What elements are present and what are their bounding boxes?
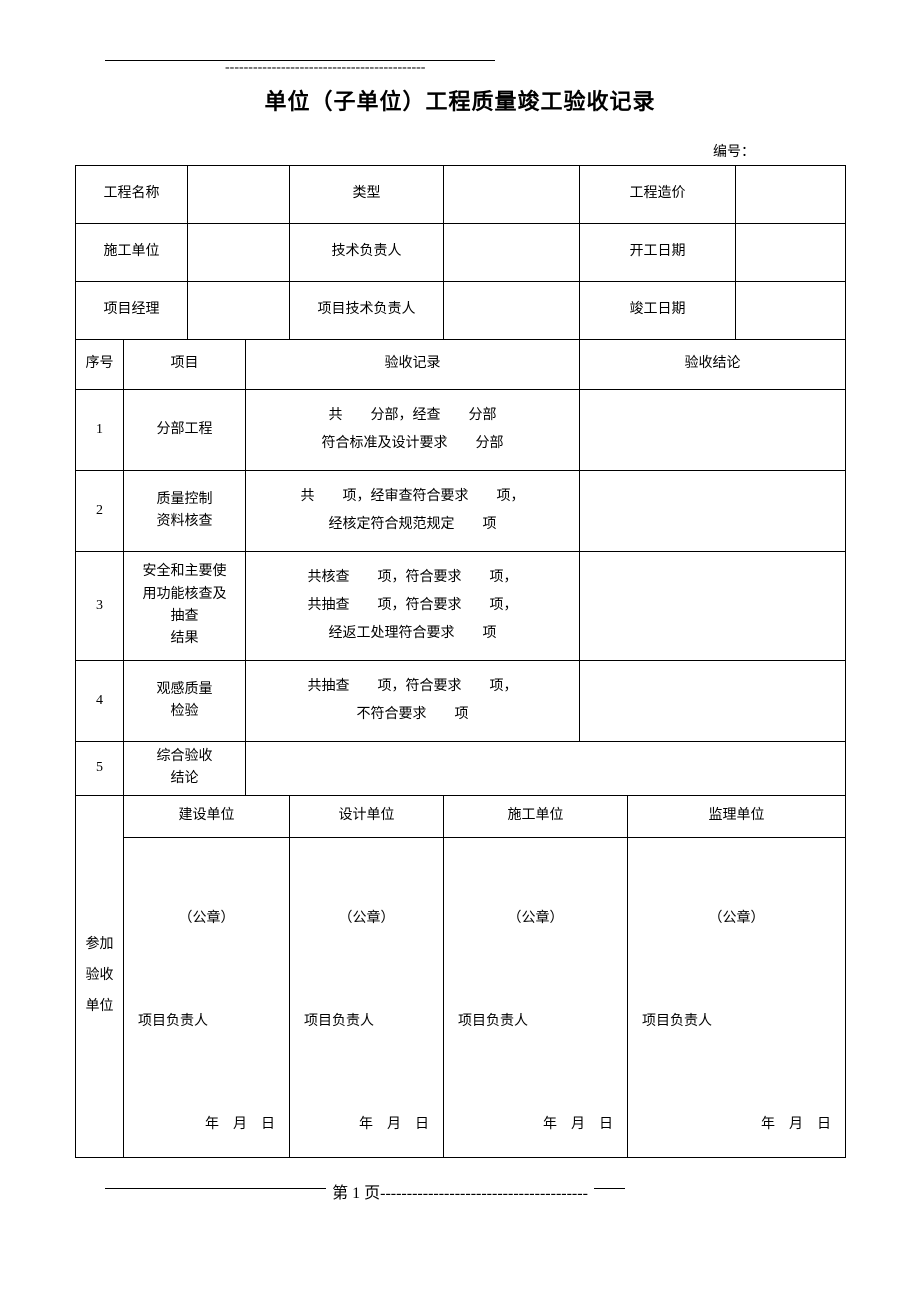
label-techlead: 技术负责人 <box>290 224 444 282</box>
pm-0: 项目负责人 <box>132 1011 281 1033</box>
col-seq: 序号 <box>76 340 124 390</box>
row5-record <box>246 742 846 796</box>
date-3: 年 月 日 <box>636 1114 837 1136</box>
value-cost <box>736 166 846 224</box>
value-startdate <box>736 224 846 282</box>
value-enddate <box>736 282 846 340</box>
label-pm: 项目经理 <box>76 282 188 340</box>
row3-seq: 3 <box>76 552 124 661</box>
row5-seq: 5 <box>76 742 124 796</box>
sig-side-label: 参加验收单位 <box>76 795 124 1157</box>
col-item: 项目 <box>124 340 246 390</box>
sig-col-0: 建设单位 <box>124 795 290 837</box>
serial-label: 编号： <box>75 141 845 161</box>
row4-item: 观感质量检验 <box>124 661 246 742</box>
seal-1: （公章） <box>298 908 435 930</box>
pm-2: 项目负责人 <box>452 1011 619 1033</box>
main-table: 工程名称 类型 工程造价 施工单位 技术负责人 开工日期 项目经理 项目技术负责… <box>75 165 846 1158</box>
top-dashes: ----------------------------------------… <box>225 60 845 76</box>
date-1: 年 月 日 <box>298 1114 435 1136</box>
value-contractor <box>188 224 290 282</box>
page-title: 单位（子单位）工程质量竣工验收记录 <box>75 84 845 116</box>
top-rule <box>105 60 495 61</box>
footer: 第 1 页-----------------------------------… <box>75 1188 845 1213</box>
value-projtech <box>444 282 580 340</box>
row2-result <box>580 471 846 552</box>
value-project-name <box>188 166 290 224</box>
pm-1: 项目负责人 <box>298 1011 435 1033</box>
row2-seq: 2 <box>76 471 124 552</box>
label-cost: 工程造价 <box>580 166 736 224</box>
footer-dashes: --------------------------------------- <box>380 1185 588 1202</box>
value-pm <box>188 282 290 340</box>
row1-seq: 1 <box>76 390 124 471</box>
label-startdate: 开工日期 <box>580 224 736 282</box>
col-result: 验收结论 <box>580 340 846 390</box>
page-number: 第 1 页 <box>332 1185 380 1202</box>
col-record: 验收记录 <box>246 340 580 390</box>
row4-seq: 4 <box>76 661 124 742</box>
row3-result <box>580 552 846 661</box>
sig-col-2: 施工单位 <box>444 795 628 837</box>
label-enddate: 竣工日期 <box>580 282 736 340</box>
date-2: 年 月 日 <box>452 1114 619 1136</box>
sig-block-0: （公章） 项目负责人 年 月 日 <box>124 837 290 1157</box>
value-type <box>444 166 580 224</box>
date-0: 年 月 日 <box>132 1114 281 1136</box>
label-project-name: 工程名称 <box>76 166 188 224</box>
sig-block-3: （公章） 项目负责人 年 月 日 <box>628 837 846 1157</box>
sig-block-2: （公章） 项目负责人 年 月 日 <box>444 837 628 1157</box>
row4-record: 共抽查 项，符合要求 项，不符合要求 项 <box>246 661 580 742</box>
sig-col-1: 设计单位 <box>290 795 444 837</box>
row1-item: 分部工程 <box>124 390 246 471</box>
seal-3: （公章） <box>636 908 837 930</box>
label-type: 类型 <box>290 166 444 224</box>
row2-item: 质量控制资料核查 <box>124 471 246 552</box>
label-projtech: 项目技术负责人 <box>290 282 444 340</box>
seal-0: （公章） <box>132 908 281 930</box>
row1-result <box>580 390 846 471</box>
sig-col-3: 监理单位 <box>628 795 846 837</box>
row5-item: 综合验收结论 <box>124 742 246 796</box>
seal-2: （公章） <box>452 908 619 930</box>
row4-result <box>580 661 846 742</box>
value-techlead <box>444 224 580 282</box>
row3-item: 安全和主要使用功能核查及抽查结果 <box>124 552 246 661</box>
label-contractor: 施工单位 <box>76 224 188 282</box>
sig-block-1: （公章） 项目负责人 年 月 日 <box>290 837 444 1157</box>
row1-record: 共 分部，经查 分部符合标准及设计要求 分部 <box>246 390 580 471</box>
pm-3: 项目负责人 <box>636 1011 837 1033</box>
row2-record: 共 项，经审查符合要求 项，经核定符合规范规定 项 <box>246 471 580 552</box>
row3-record: 共核查 项，符合要求 项，共抽查 项，符合要求 项，经返工处理符合要求 项 <box>246 552 580 661</box>
